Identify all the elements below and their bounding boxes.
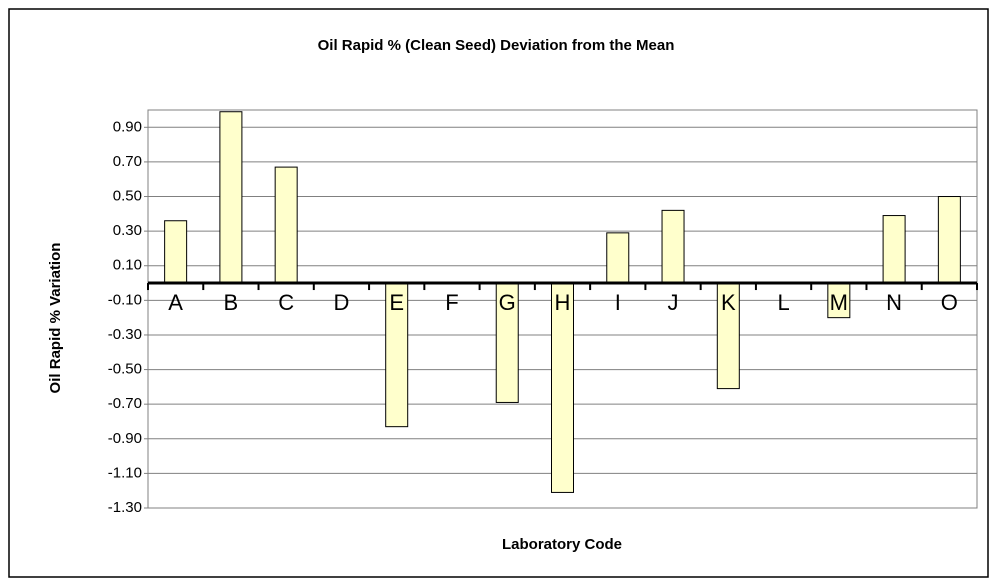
y-tick-label: 0.10 — [113, 257, 142, 274]
x-tick-label: N — [886, 290, 902, 315]
y-tick-label: 0.70 — [113, 153, 142, 170]
bar — [274, 166, 298, 284]
bar — [164, 220, 188, 284]
x-tick-label: G — [499, 290, 516, 315]
y-tick-label: 0.90 — [113, 118, 142, 135]
y-tick-label: -0.70 — [108, 395, 142, 412]
x-tick-label: K — [721, 290, 736, 315]
x-tick-label: A — [168, 290, 183, 315]
y-tick-label: -0.50 — [108, 361, 142, 378]
x-tick-label: J — [668, 290, 679, 315]
y-tick-label: -0.30 — [108, 326, 142, 343]
bar — [219, 111, 243, 284]
y-tick-label: 0.30 — [113, 222, 142, 239]
bar — [937, 196, 961, 284]
x-tick-label: E — [389, 290, 404, 315]
x-axis-label: Laboratory Code — [502, 536, 622, 553]
x-tick-label: L — [777, 290, 789, 315]
bar — [882, 215, 906, 284]
y-tick-label: -1.30 — [108, 499, 142, 516]
x-tick-label: D — [333, 290, 349, 315]
bar — [606, 232, 630, 284]
y-tick-label: -1.10 — [108, 464, 142, 481]
bar — [661, 209, 685, 284]
x-tick-label: F — [445, 290, 458, 315]
y-tick-label: -0.90 — [108, 430, 142, 447]
y-tick-label: -0.10 — [108, 291, 142, 308]
x-tick-label: C — [278, 290, 294, 315]
x-tick-label: O — [941, 290, 958, 315]
x-tick-label: I — [615, 290, 621, 315]
y-tick-label: 0.50 — [113, 187, 142, 204]
chart-title: Oil Rapid % (Clean Seed) Deviation from … — [318, 37, 675, 54]
y-axis-label: Oil Rapid % Variation — [47, 243, 64, 394]
x-tick-label: M — [830, 290, 848, 315]
x-tick-label: B — [224, 290, 239, 315]
x-tick-label: H — [555, 290, 571, 315]
